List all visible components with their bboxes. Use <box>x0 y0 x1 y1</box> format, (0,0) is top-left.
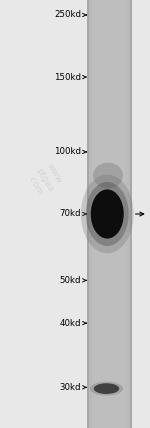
Text: 30kd: 30kd <box>60 383 81 392</box>
Bar <box>92 0 127 428</box>
Bar <box>98 0 121 428</box>
Bar <box>91 0 128 428</box>
Bar <box>87 0 132 428</box>
Ellipse shape <box>86 182 129 246</box>
Bar <box>96 0 123 428</box>
Ellipse shape <box>81 175 134 253</box>
Text: www.
ptgaa
.com: www. ptgaa .com <box>24 160 66 199</box>
Ellipse shape <box>90 382 123 395</box>
Bar <box>94 0 125 428</box>
Text: 100kd: 100kd <box>54 147 81 157</box>
Bar <box>100 0 119 428</box>
Bar <box>130 0 132 428</box>
Text: 50kd: 50kd <box>60 276 81 285</box>
Bar <box>89 0 130 428</box>
Ellipse shape <box>91 189 124 239</box>
Text: 150kd: 150kd <box>54 72 81 82</box>
Bar <box>87 0 89 428</box>
Ellipse shape <box>94 383 119 394</box>
Ellipse shape <box>93 163 123 188</box>
Bar <box>87 0 132 428</box>
Text: 70kd: 70kd <box>60 209 81 219</box>
Text: 40kd: 40kd <box>60 318 81 328</box>
Text: 250kd: 250kd <box>54 10 81 20</box>
